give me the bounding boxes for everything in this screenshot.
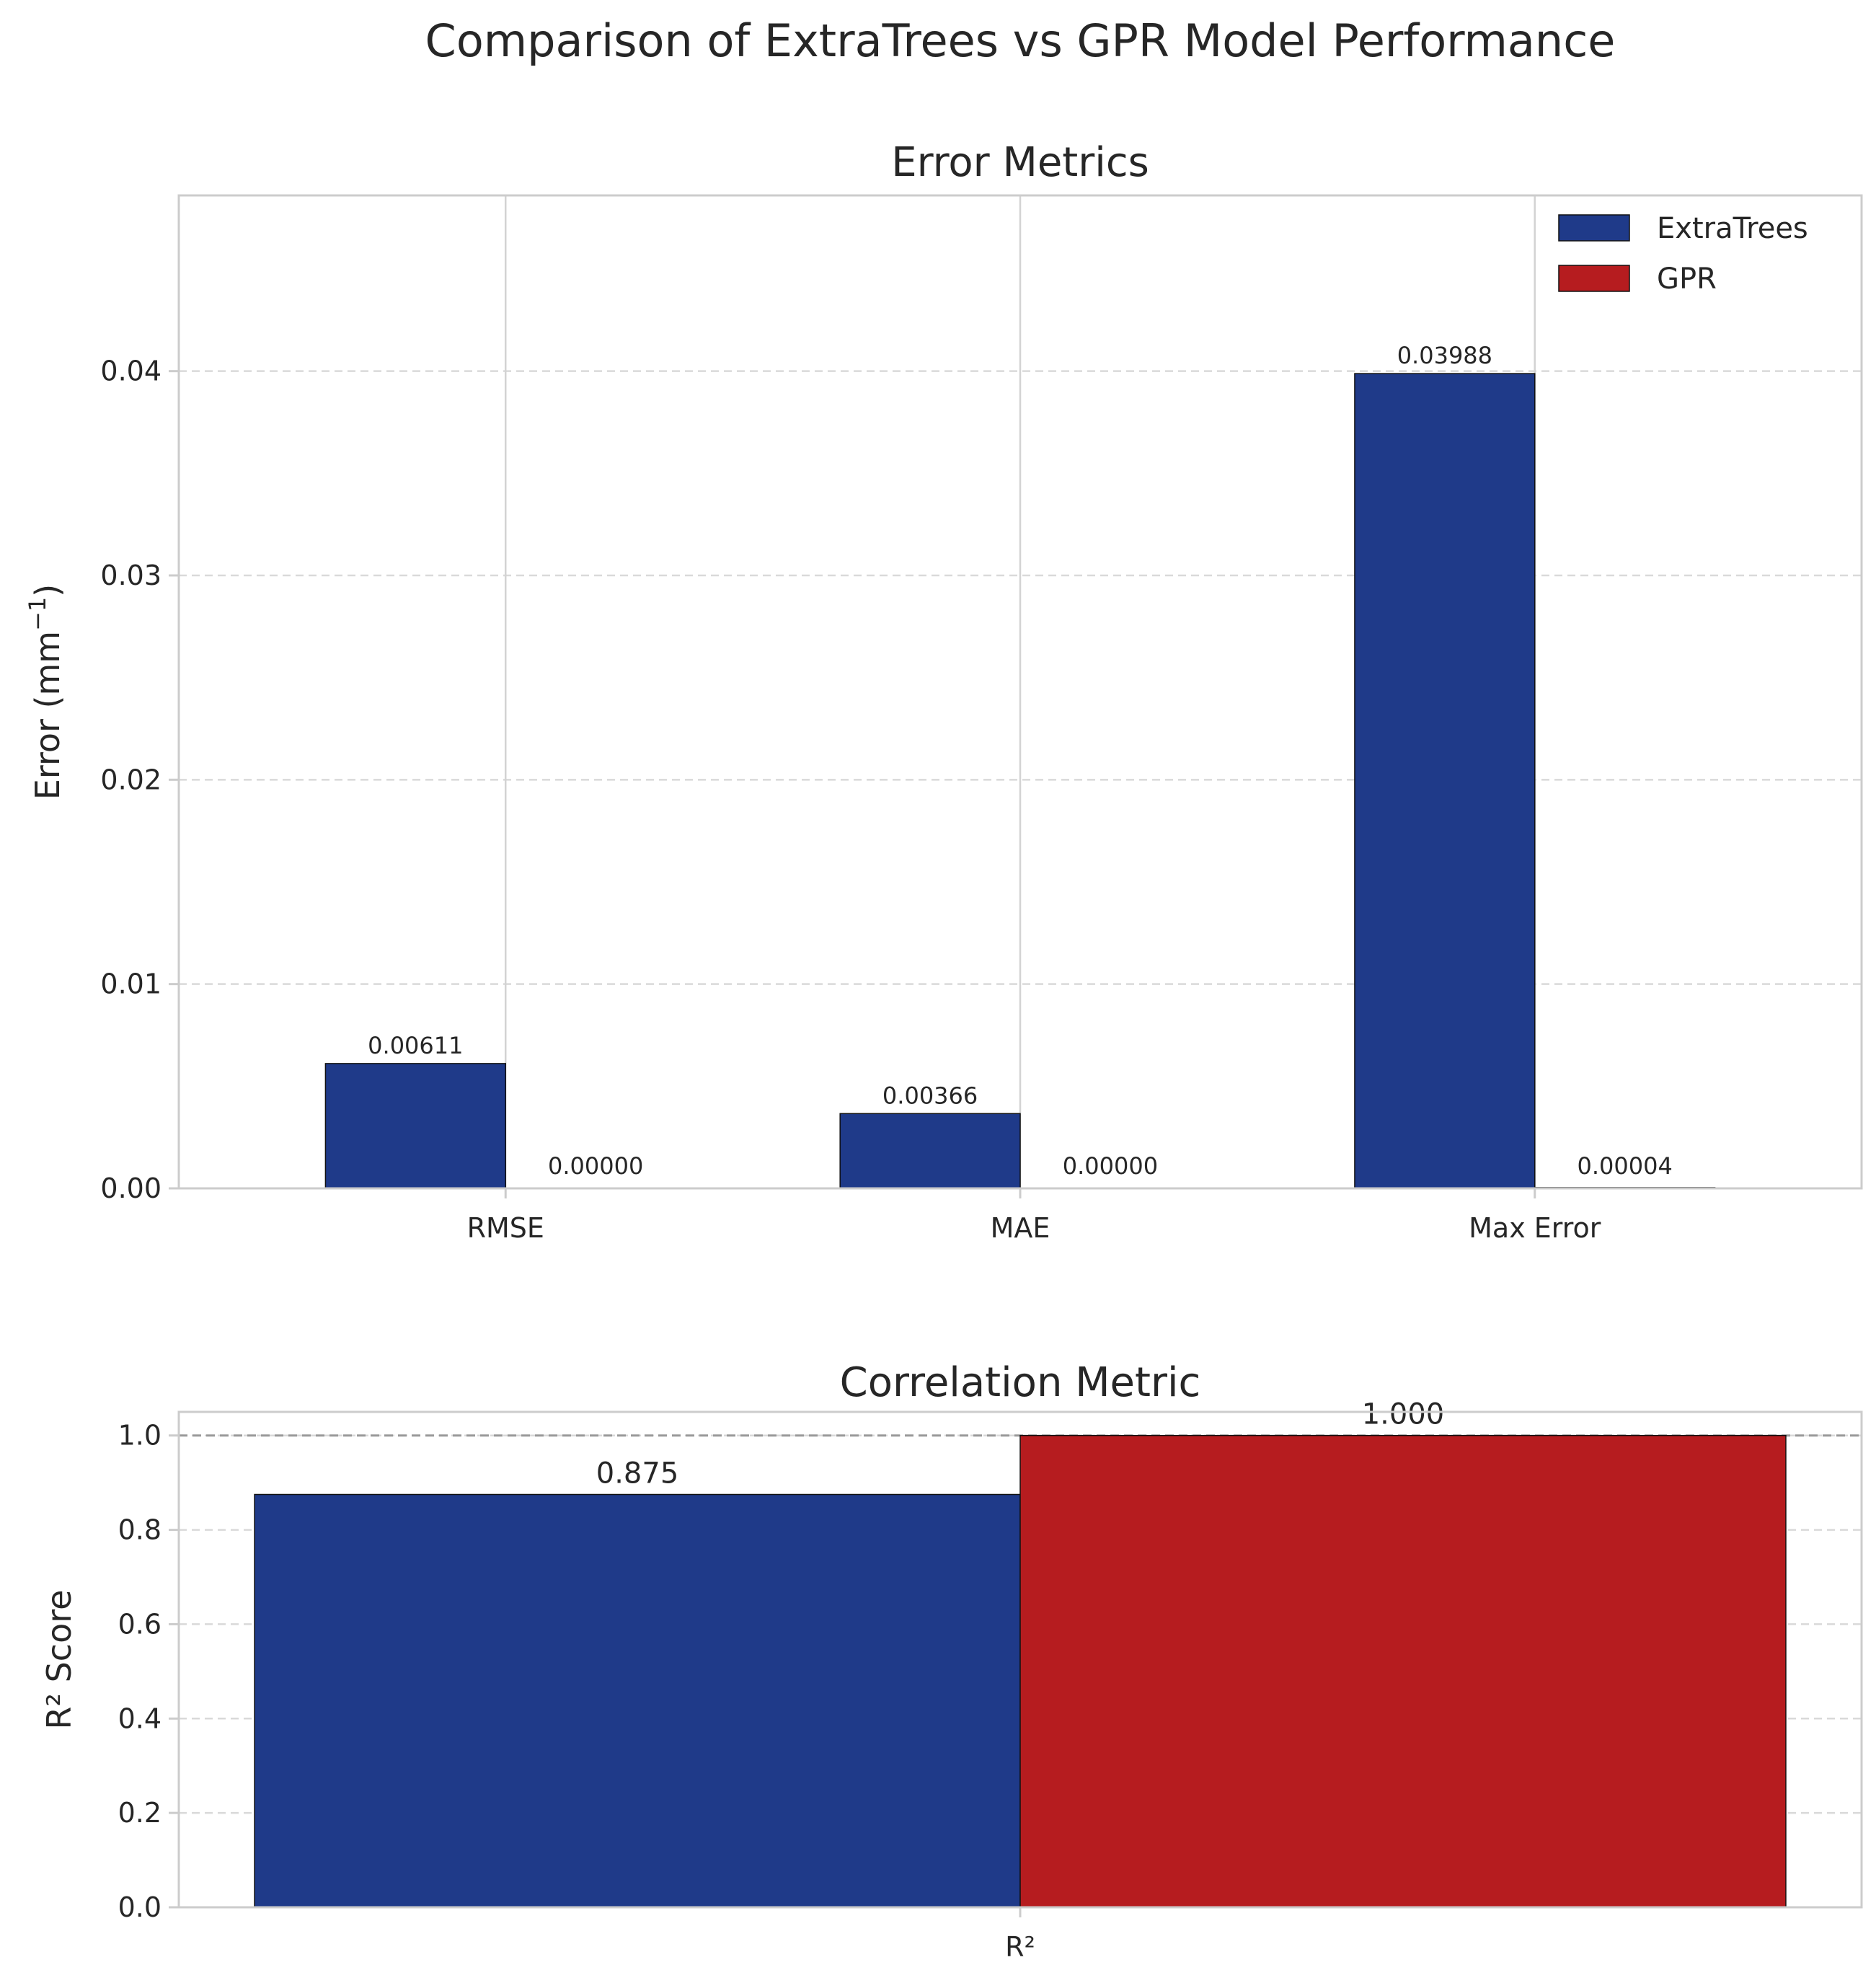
y-tick-label: 0.02 bbox=[100, 764, 162, 795]
y-axis-label: R² Score bbox=[40, 1590, 79, 1730]
legend: ExtraTrees GPR bbox=[1558, 212, 1808, 296]
legend-swatch-extratrees bbox=[1558, 214, 1630, 242]
bar-value-label: 0.00004 bbox=[1578, 1152, 1673, 1180]
y-tick-label: 0.0 bbox=[118, 1891, 162, 1923]
bar-gpr-0 bbox=[1019, 1434, 1787, 1908]
y-tick-label: 0.00 bbox=[100, 1172, 162, 1204]
y-tick-label: 0.03 bbox=[100, 560, 162, 591]
legend-label-gpr: GPR bbox=[1657, 262, 1717, 296]
x-tick-label: MAE bbox=[991, 1212, 1050, 1244]
bar-value-label: 0.875 bbox=[596, 1457, 679, 1490]
bar-value-label: 0.00366 bbox=[882, 1082, 978, 1109]
bar-value-label: 1.000 bbox=[1362, 1398, 1445, 1431]
bar-extratrees-2 bbox=[1354, 373, 1536, 1189]
y-tick-label: 0.6 bbox=[118, 1608, 162, 1640]
x-tick-label: Max Error bbox=[1469, 1212, 1601, 1244]
bar-value-label: 0.00611 bbox=[368, 1032, 463, 1059]
y-axis-label: Error (mm−1) bbox=[24, 584, 67, 800]
axes-title: Error Metrics bbox=[891, 139, 1149, 186]
correlation-metric-chart: 0.875 1.000 0.0 0.2 0.4 0.6 0.8 1.0 R² Correlatio… bbox=[40, 1359, 1863, 1963]
axes-title: Correlation Metric bbox=[840, 1359, 1201, 1406]
y-tick-label: 0.4 bbox=[118, 1702, 162, 1734]
legend-label-extratrees: ExtraTrees bbox=[1657, 212, 1808, 245]
legend-swatch-gpr bbox=[1558, 265, 1630, 292]
figure-title: Comparison of ExtraTrees vs GPR Model Pe… bbox=[425, 14, 1616, 67]
y-tick-label: 1.0 bbox=[118, 1420, 162, 1452]
bar-extratrees-1 bbox=[839, 1113, 1021, 1189]
bar-extratrees-0 bbox=[324, 1063, 506, 1189]
y-tick-label: 0.04 bbox=[100, 355, 162, 387]
y-tick-label: 0.8 bbox=[118, 1514, 162, 1546]
y-tick-label: 0.01 bbox=[100, 968, 162, 1000]
bar-value-label: 0.03988 bbox=[1397, 342, 1492, 369]
x-tick-label: RMSE bbox=[467, 1212, 544, 1244]
x-tick-label: R² bbox=[1005, 1931, 1035, 1963]
bar-extratrees-0 bbox=[254, 1493, 1021, 1908]
bar-value-label: 0.00000 bbox=[1063, 1152, 1158, 1180]
bar-value-label: 0.00000 bbox=[548, 1152, 643, 1180]
y-tick-label: 0.2 bbox=[118, 1797, 162, 1829]
